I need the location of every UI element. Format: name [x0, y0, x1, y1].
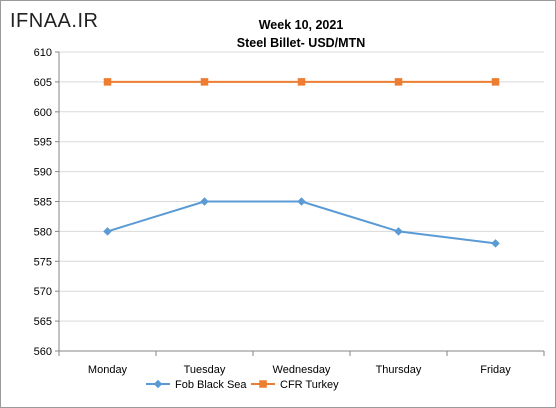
- data-point: [103, 78, 112, 86]
- y-tick-label: 570: [34, 286, 52, 298]
- data-point: [297, 78, 306, 86]
- y-tick-label: 600: [34, 107, 52, 119]
- data-point: [491, 239, 500, 248]
- watermark-logo: IFNAA.IR: [10, 10, 99, 32]
- chart-subtitle: Steel Billet- USD/MTN: [236, 36, 366, 50]
- data-point: [394, 227, 403, 236]
- series-line: [107, 200, 496, 245]
- data-point: [200, 78, 209, 86]
- y-tick-label: 580: [34, 226, 52, 238]
- x-tick-label: Tuesday: [184, 364, 226, 376]
- y-tick-label: 605: [34, 77, 52, 89]
- legend-marker: [259, 380, 267, 388]
- y-tick-label: 610: [34, 47, 52, 59]
- y-tick-label: 585: [34, 197, 52, 209]
- y-tick-label: 590: [34, 167, 52, 179]
- legend-label: CFR Turkey: [280, 379, 339, 391]
- data-point: [297, 197, 306, 206]
- y-tick-label: 575: [34, 256, 52, 268]
- legend-marker: [153, 379, 163, 389]
- data-point: [200, 197, 209, 206]
- y-tick-label: 560: [34, 346, 52, 358]
- data-point: [491, 78, 500, 86]
- x-tick-label: Friday: [480, 364, 511, 376]
- x-tick-label: Monday: [88, 364, 128, 376]
- x-tick-label: Wednesday: [273, 364, 331, 376]
- data-point: [103, 227, 112, 236]
- legend-label: Fob Black Sea: [175, 379, 247, 391]
- y-tick-label: 595: [34, 137, 52, 149]
- y-tick-label: 565: [34, 316, 52, 328]
- chart-title: Week 10, 2021: [258, 18, 344, 32]
- data-point: [394, 78, 403, 86]
- x-tick-label: Thursday: [376, 364, 422, 376]
